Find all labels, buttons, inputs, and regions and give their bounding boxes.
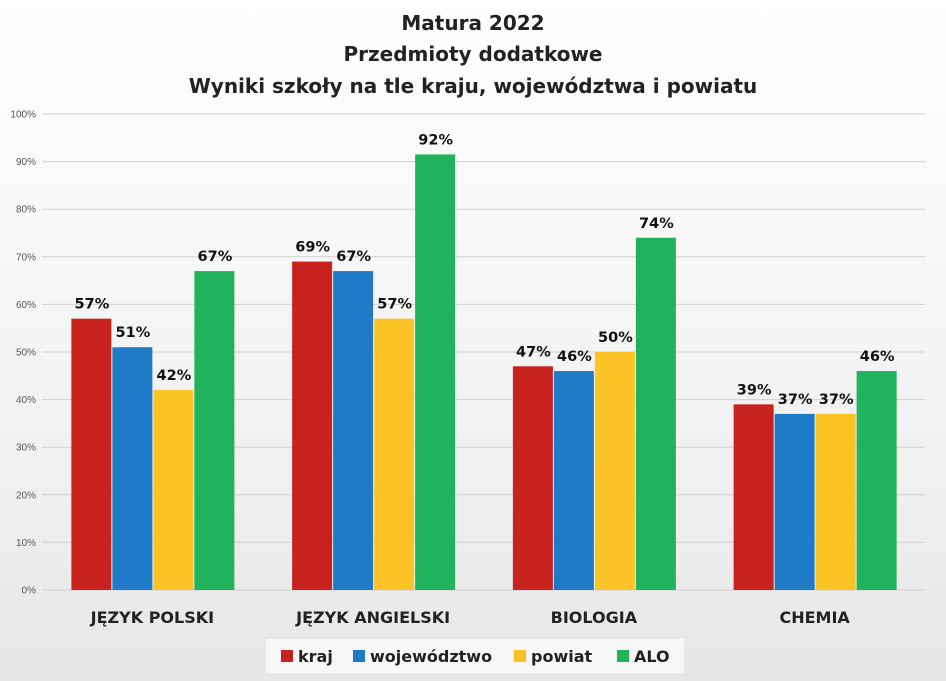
y-tick-label: 100%	[10, 110, 36, 121]
data-label: 51%	[116, 325, 151, 341]
legend-swatch	[281, 650, 293, 662]
data-label: 67%	[336, 249, 371, 265]
y-tick-label: 60%	[16, 300, 36, 311]
legend-swatch	[514, 650, 526, 662]
data-label: 69%	[295, 240, 330, 256]
bar	[153, 390, 194, 590]
legend-label: ALO	[634, 647, 670, 666]
bar	[512, 366, 553, 590]
bar	[815, 413, 856, 590]
y-tick-label: 80%	[16, 205, 36, 216]
legend-box	[264, 637, 686, 675]
bar	[774, 413, 815, 590]
bar	[112, 347, 153, 590]
data-label: 67%	[198, 249, 233, 265]
chart-title-line-2: Przedmioty dodatkowe	[343, 42, 602, 66]
y-tick-label: 10%	[16, 538, 36, 549]
x-tick-label: BIOLOGIA	[551, 608, 638, 627]
chart-title-line-3: Wyniki szkoły na tle kraju, województwa …	[189, 74, 758, 98]
data-label: 37%	[819, 392, 854, 408]
y-tick-label: 30%	[16, 443, 36, 454]
data-label: 92%	[418, 132, 453, 148]
bar	[856, 371, 897, 590]
x-tick-label: JĘZYK POLSKI	[90, 608, 214, 627]
data-label: 46%	[557, 349, 592, 365]
bar	[594, 352, 635, 590]
data-label: 46%	[860, 349, 895, 365]
data-label: 37%	[778, 392, 813, 408]
x-tick-label: JĘZYK ANGIELSKI	[295, 608, 450, 627]
y-tick-label: 70%	[16, 252, 36, 263]
y-tick-label: 40%	[16, 395, 36, 406]
data-label: 39%	[737, 382, 772, 398]
data-label: 50%	[598, 330, 633, 346]
bar	[333, 271, 374, 590]
y-tick-label: 50%	[16, 348, 36, 359]
bar	[415, 154, 456, 590]
legend-swatch	[353, 650, 365, 662]
data-label: 42%	[157, 368, 192, 384]
chart-title-line-1: Matura 2022	[401, 11, 544, 35]
y-tick-label: 20%	[16, 490, 36, 501]
data-label: 57%	[75, 297, 110, 313]
x-tick-label: CHEMIA	[779, 608, 850, 627]
bar	[374, 318, 415, 590]
y-tick-label: 90%	[16, 157, 36, 168]
legend-label: powiat	[531, 647, 593, 666]
y-tick-label: 0%	[22, 586, 37, 597]
bar	[635, 237, 676, 590]
data-label: 47%	[516, 344, 551, 360]
legend-swatch	[617, 650, 629, 662]
legend-label: kraj	[298, 647, 333, 666]
bar	[292, 261, 333, 590]
bar	[733, 404, 774, 590]
legend-label: województwo	[370, 647, 492, 666]
bar	[553, 371, 594, 590]
data-label: 74%	[639, 216, 674, 232]
data-label: 57%	[377, 297, 412, 313]
bar	[71, 318, 112, 590]
bar	[194, 271, 235, 590]
